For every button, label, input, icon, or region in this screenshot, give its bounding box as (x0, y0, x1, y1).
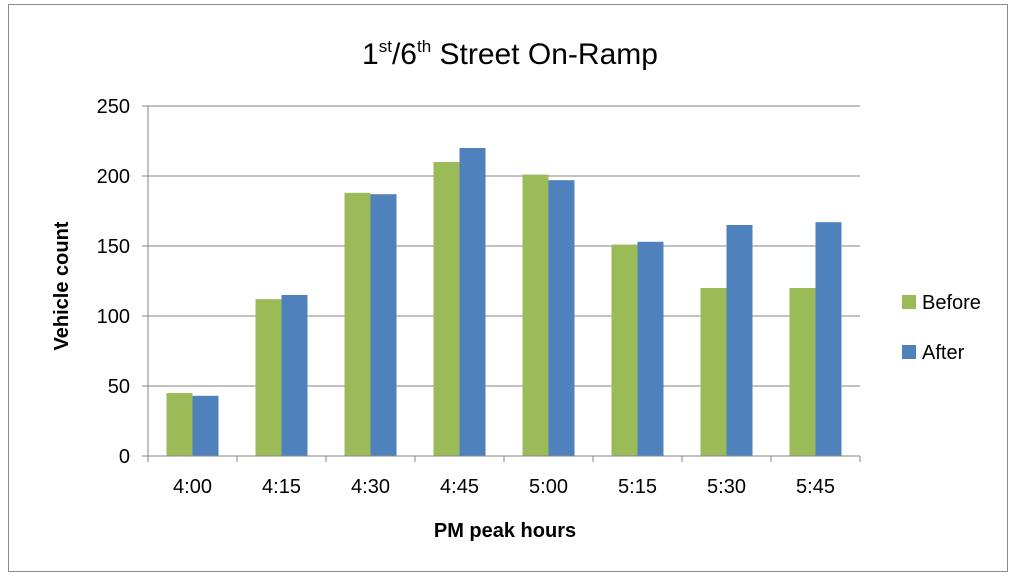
bars (166, 148, 842, 457)
bar-after (548, 180, 575, 456)
bar-before (522, 174, 549, 456)
x-tick-label: 4:00 (173, 476, 212, 498)
bar-after (815, 222, 842, 456)
x-tick-label: 5:00 (529, 476, 568, 498)
x-tick-label: 4:15 (262, 476, 301, 498)
axes (147, 106, 861, 462)
legend-swatch-before (902, 295, 916, 309)
bar-after (726, 225, 753, 456)
y-tick-label: 50 (108, 376, 130, 398)
bar-before (255, 299, 282, 456)
x-axis-label: PM peak hours (434, 520, 576, 542)
y-tick-label: 150 (97, 236, 130, 258)
x-tick-label: 4:45 (440, 476, 479, 498)
bar-before (433, 162, 460, 456)
bar-after (192, 395, 219, 456)
legend-label-after: After (922, 342, 965, 364)
bar-before (700, 288, 727, 456)
bar-before (611, 244, 638, 456)
x-tick-label: 5:30 (707, 476, 746, 498)
y-tick-labels: 0 50 100 150 200 250 (97, 96, 130, 468)
y-tick-label: 100 (97, 306, 130, 328)
x-tick-label: 4:30 (351, 476, 390, 498)
legend: Before After (902, 292, 981, 364)
bar-before (166, 393, 193, 456)
y-axis-label: Vehicle count (51, 221, 73, 350)
x-tick-label: 5:45 (796, 476, 835, 498)
bar-after (281, 295, 308, 456)
y-tick-label: 250 (97, 96, 130, 118)
chart-title: 1st/6th Street On-Ramp (362, 37, 658, 71)
bar-after (637, 241, 664, 456)
x-tick-labels: 4:00 4:15 4:30 4:45 5:00 5:15 5:30 5:45 (173, 476, 835, 498)
legend-label-before: Before (922, 292, 981, 314)
bar-before (789, 288, 816, 456)
x-tick-label: 5:15 (618, 476, 657, 498)
bar-before (344, 192, 371, 457)
legend-swatch-after (902, 345, 916, 359)
y-tick-label: 0 (119, 446, 130, 468)
bar-after (459, 148, 486, 456)
bar-after (370, 194, 397, 456)
y-tick-label: 200 (97, 166, 130, 188)
